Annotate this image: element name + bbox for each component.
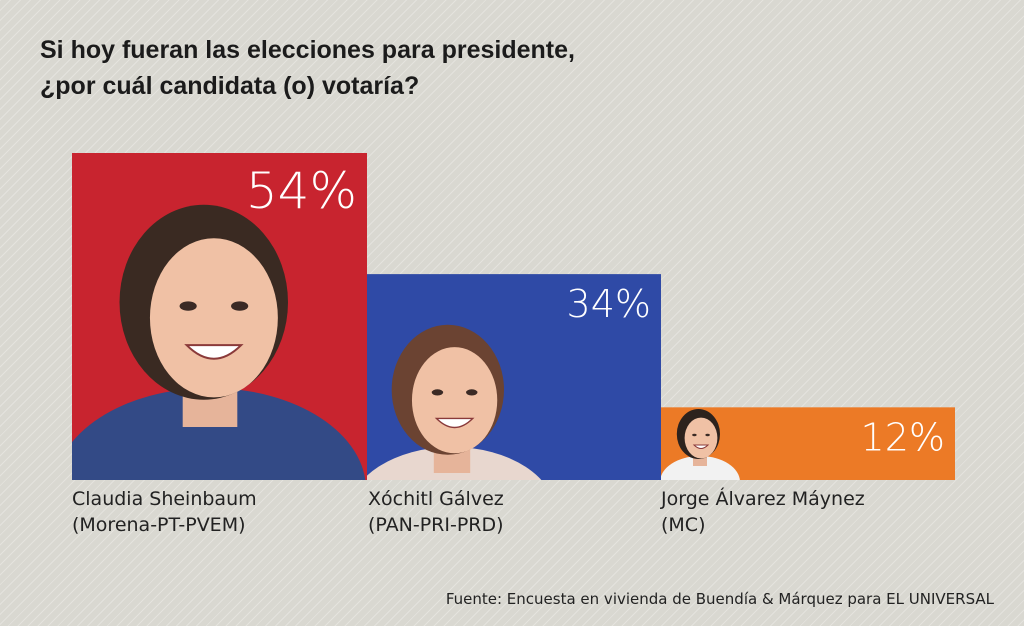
candidate-name: Jorge Álvarez Máynez: [661, 488, 865, 510]
bar-value-label-1: 34%: [567, 282, 651, 326]
portrait-shoulders: [661, 456, 740, 481]
portrait-smile: [434, 417, 475, 429]
portrait-eye-right: [466, 389, 478, 396]
portrait-smile: [184, 344, 244, 360]
portrait-shoulders: [72, 388, 366, 480]
candidate-party: (PAN-PRI-PRD): [368, 514, 504, 536]
portrait-eye-right: [705, 433, 710, 437]
candidate-party: (MC): [661, 514, 706, 536]
portrait-face: [149, 238, 278, 398]
portrait-sheinbaum: [72, 204, 366, 480]
chart-title-line-1: Si hoy fueran las elecciones para presid…: [40, 36, 575, 64]
portrait-galvez: [367, 324, 542, 480]
candidate-label-sheinbaum: Claudia Sheinbaum (Morena-PT-PVEM): [72, 486, 257, 538]
candidate-name: Claudia Sheinbaum: [72, 488, 257, 510]
portrait-eye-left: [179, 301, 197, 311]
chart-title: Si hoy fueran las elecciones para presid…: [40, 32, 740, 104]
portrait-face: [684, 417, 718, 459]
portrait-eye-right: [231, 301, 249, 311]
portrait-eye-left: [431, 389, 444, 396]
portrait-eye-left: [692, 433, 697, 437]
portrait-alvarez-maynez: [661, 409, 740, 481]
chart-title-line-2: ¿por cuál candidata (o) votaría?: [40, 72, 420, 100]
candidate-label-galvez: Xóchitl Gálvez (PAN-PRI-PRD): [368, 486, 504, 538]
bar-value-label-0: 54%: [246, 162, 357, 220]
portrait-smile: [692, 444, 710, 449]
candidate-name: Xóchitl Gálvez: [368, 488, 504, 510]
bar-value-label-2: 12%: [861, 415, 945, 459]
candidate-party: (Morena-PT-PVEM): [72, 514, 246, 536]
source-note: Fuente: Encuesta en vivienda de Buendía …: [445, 590, 994, 608]
candidate-label-alvarez-maynez: Jorge Álvarez Máynez (MC): [661, 486, 865, 538]
portrait-face: [411, 347, 498, 454]
